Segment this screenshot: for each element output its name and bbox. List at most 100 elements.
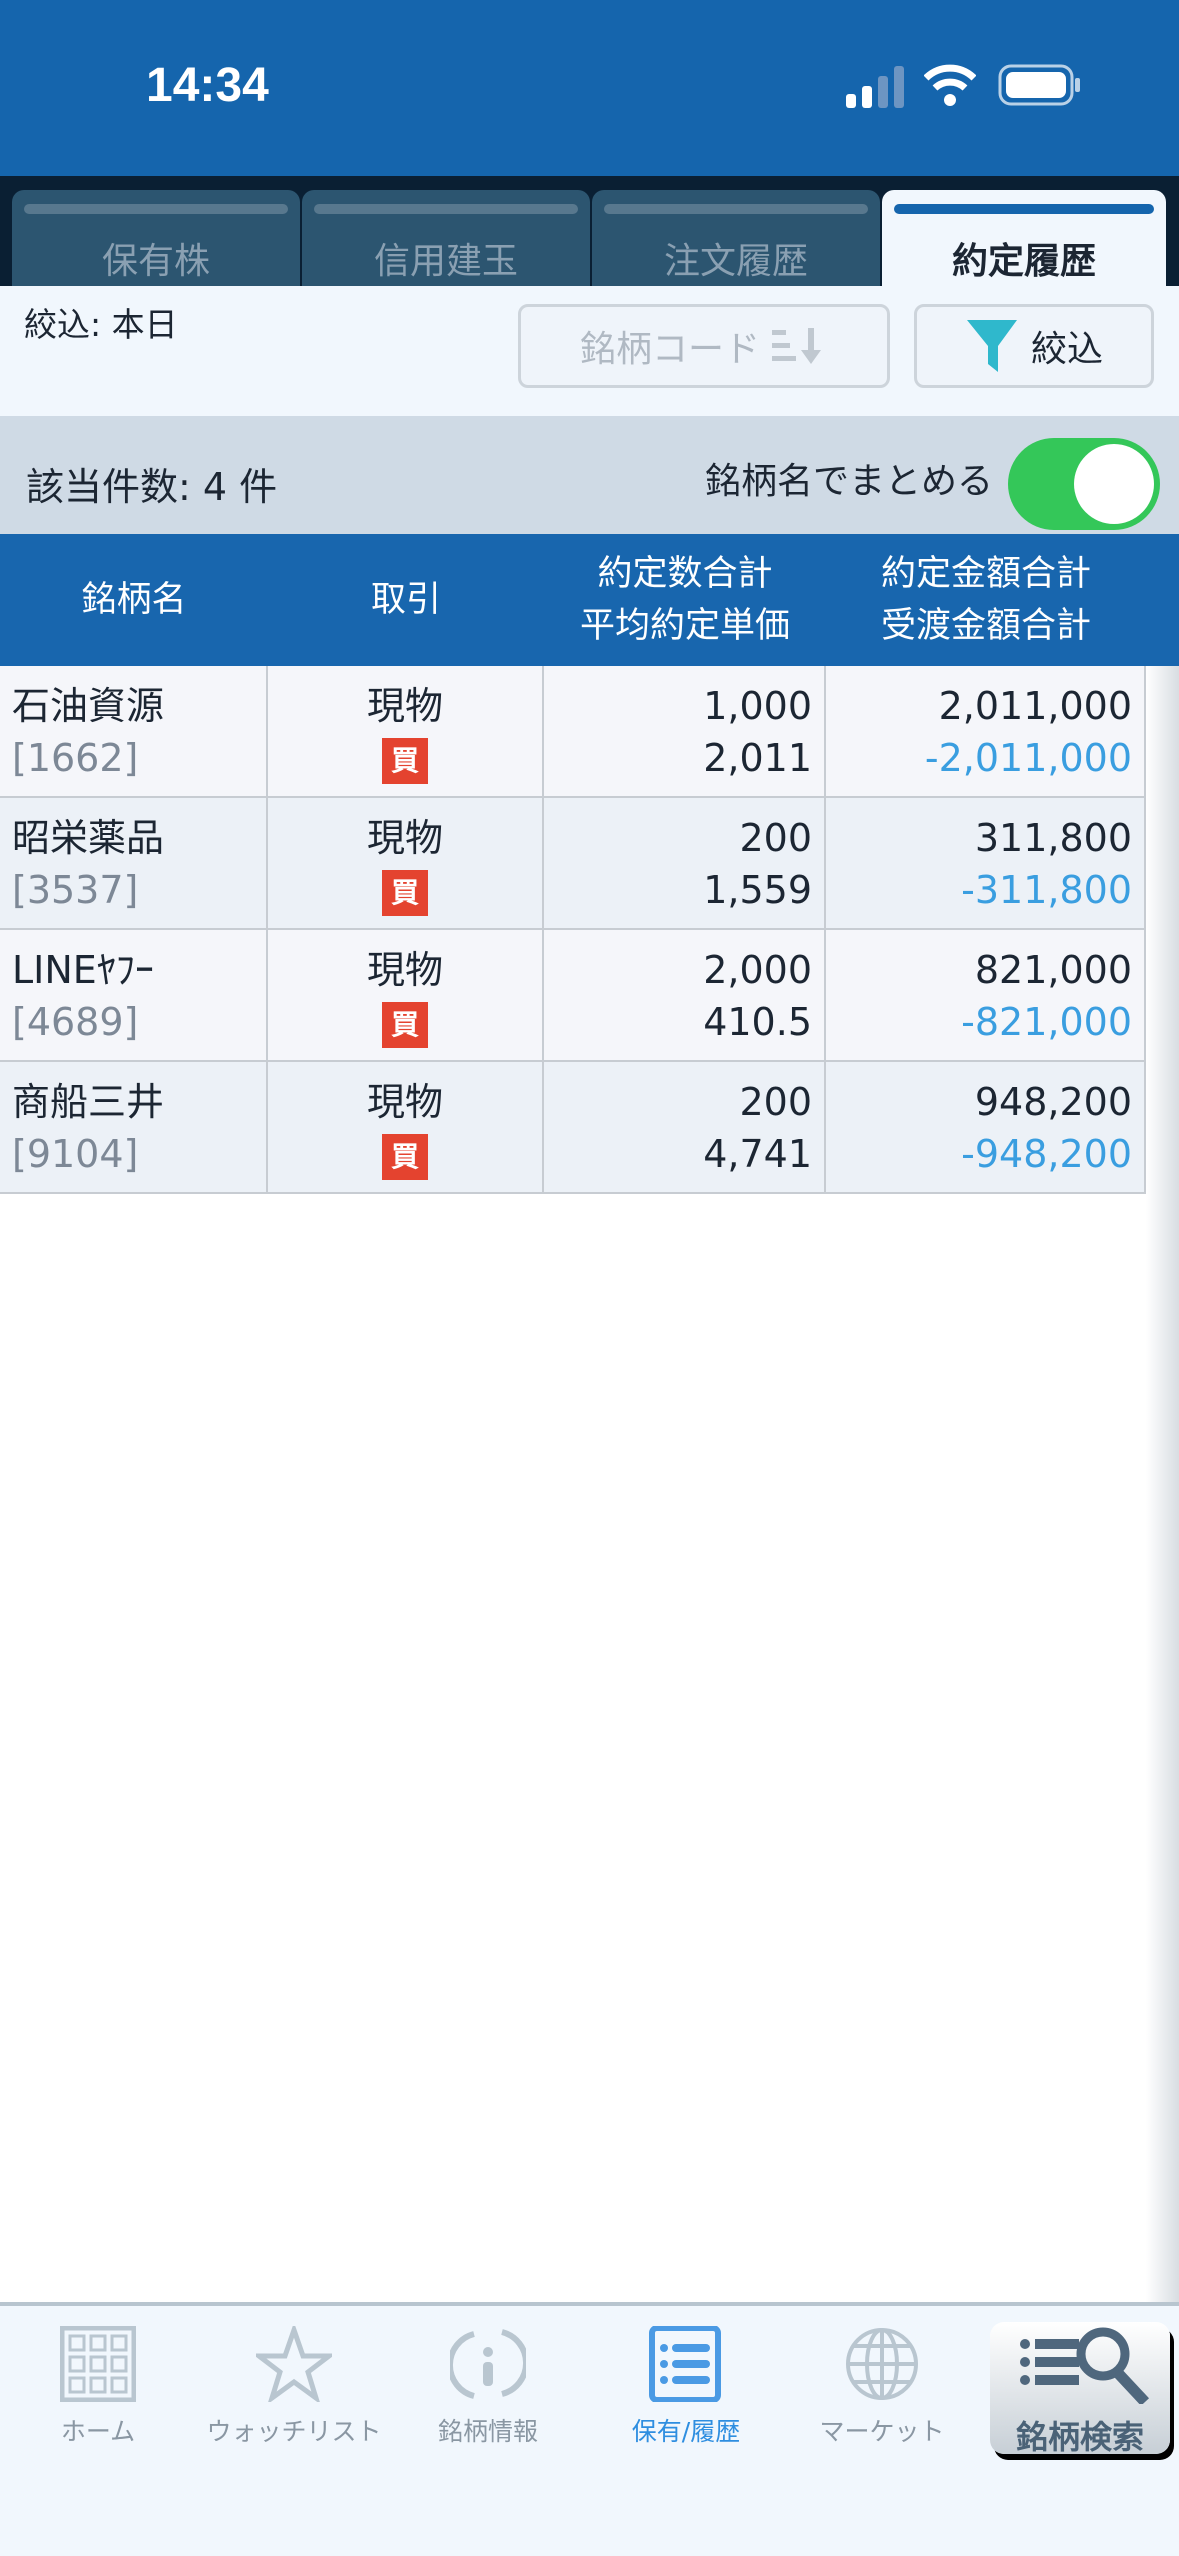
- stock-code: [9104]: [12, 1132, 139, 1176]
- nav-stock-info[interactable]: 銘柄情報: [398, 2326, 578, 2448]
- tab-label: 保有株: [101, 241, 210, 282]
- header-text: 約定数合計: [597, 554, 773, 594]
- tab-label: 信用建玉: [373, 241, 518, 282]
- settlement-amount: -2,011,000: [924, 736, 1132, 780]
- search-list-icon: [1020, 2327, 1150, 2406]
- trade-cell: 現物買: [268, 798, 544, 928]
- quantity: 1,000: [703, 684, 812, 728]
- table-header: 銘柄名 取引 約定数合計平均約定単価 約定金額合計 受渡金額合計: [0, 534, 1179, 666]
- amount-cell: 948,200 -948,200: [826, 1062, 1146, 1192]
- col-header-amount[interactable]: 約定金額合計 受渡金額合計: [826, 534, 1146, 666]
- trade-cell: 現物買: [268, 930, 544, 1060]
- trade-cell: 現物買: [268, 666, 544, 796]
- tab-orders[interactable]: 注文履歴: [592, 190, 880, 286]
- execution-amount: 948,200: [974, 1080, 1132, 1124]
- stock-name-cell: 昭栄薬品 [3537]: [0, 798, 268, 928]
- average-price: 1,559: [703, 868, 812, 912]
- col-header-trade[interactable]: 取引: [268, 534, 544, 666]
- stock-code: [1662]: [12, 736, 139, 780]
- filter-button[interactable]: 絞込: [914, 304, 1154, 388]
- amount-cell: 821,000 -821,000: [826, 930, 1146, 1060]
- average-price: 2,011: [703, 736, 812, 780]
- settlement-amount: -311,800: [961, 868, 1132, 912]
- table-row[interactable]: LINEﾔﾌｰ [4689] 現物買 2,000 410.5 821,000 -821…: [0, 930, 1160, 1062]
- nav-label: ホーム: [60, 2417, 136, 2446]
- filter-button-label: 絞込: [1030, 329, 1103, 370]
- average-price: 4,741: [703, 1132, 812, 1176]
- header-text: 約定金額合計: [880, 554, 1091, 594]
- stock-name-cell: 商船三井 [9104]: [0, 1062, 268, 1192]
- quantity-cell: 200 4,741: [544, 1062, 826, 1192]
- clock: 14:34: [146, 59, 269, 112]
- info-cycle-icon: [450, 2329, 526, 2399]
- amount-cell: 311,800 -311,800: [826, 798, 1146, 928]
- battery-icon: [998, 64, 1080, 106]
- stock-code: [4689]: [12, 1000, 139, 1044]
- globe-icon: [846, 2328, 918, 2400]
- sort-by-code-button[interactable]: 銘柄コード: [518, 304, 890, 388]
- sort-button-label: 銘柄コード: [579, 329, 760, 370]
- settlement-amount: -821,000: [961, 1000, 1132, 1044]
- stock-name: 石油資源: [12, 684, 165, 728]
- header-text: 銘柄名: [81, 580, 187, 620]
- table-row[interactable]: 石油資源 [1662] 現物買 1,000 2,011 2,011,000 -2,01…: [0, 666, 1160, 798]
- filter-area: 絞込: 本日 銘柄コード 絞込: [0, 286, 1179, 416]
- tab-executions[interactable]: 約定履歴: [882, 190, 1166, 286]
- col-header-quantity[interactable]: 約定数合計平均約定単価: [544, 534, 826, 666]
- nav-home[interactable]: ホーム: [8, 2326, 188, 2448]
- quantity-cell: 200 1,559: [544, 798, 826, 928]
- tab-label: 注文履歴: [663, 241, 808, 282]
- execution-amount: 311,800: [974, 816, 1132, 860]
- list-icon: [649, 2326, 721, 2402]
- tab-margin[interactable]: 信用建玉: [302, 190, 590, 286]
- trade-type: 現物: [366, 948, 443, 992]
- stock-name-cell: LINEﾔﾌｰ [4689]: [0, 930, 268, 1060]
- star-icon: [256, 2326, 332, 2402]
- group-by-name-toggle[interactable]: [1008, 438, 1160, 530]
- stock-name: 商船三井: [12, 1080, 165, 1124]
- average-price: 410.5: [703, 1000, 812, 1044]
- stock-name: LINEﾔﾌｰ: [12, 948, 154, 992]
- status-bar: 14:34: [0, 0, 1179, 176]
- tab-holdings[interactable]: 保有株: [12, 190, 300, 286]
- nav-label: 保有/履歴: [631, 2417, 741, 2446]
- tab-label: 約定履歴: [951, 241, 1096, 282]
- sort-descending-icon: [772, 328, 821, 364]
- table-row[interactable]: 商船三井 [9104] 現物買 200 4,741 948,200 -948,200: [0, 1062, 1160, 1194]
- tab-bar: 保有株 信用建玉 注文履歴 約定履歴: [0, 176, 1179, 286]
- quantity: 200: [739, 1080, 812, 1124]
- quantity-cell: 2,000 410.5: [544, 930, 826, 1060]
- execution-amount: 2,011,000: [938, 684, 1132, 728]
- quantity: 200: [739, 816, 812, 860]
- settlement-amount: -948,200: [961, 1132, 1132, 1176]
- header-text: 平均約定単価: [579, 606, 790, 646]
- nav-market[interactable]: マーケット: [792, 2326, 972, 2448]
- stock-name: 昭栄薬品: [12, 816, 165, 860]
- nav-label: 銘柄情報: [437, 2417, 538, 2446]
- nav-watchlist[interactable]: ウォッチリスト: [204, 2326, 384, 2448]
- trade-type: 現物: [366, 1080, 443, 1124]
- buy-badge: 買: [382, 1133, 428, 1180]
- stock-name-cell: 石油資源 [1662]: [0, 666, 268, 796]
- summary-bar: 該当件数: 4 件 銘柄名でまとめる: [0, 416, 1179, 534]
- trade-type: 現物: [366, 816, 443, 860]
- trade-type: 現物: [366, 684, 443, 728]
- table-row[interactable]: 昭栄薬品 [3537] 現物買 200 1,559 311,800 -311,800: [0, 798, 1160, 930]
- header-text: 受渡金額合計: [880, 606, 1091, 646]
- amount-cell: 2,011,000 -2,011,000: [826, 666, 1146, 796]
- stock-search-button[interactable]: 銘柄検索: [990, 2322, 1170, 2456]
- quantity-cell: 1,000 2,011: [544, 666, 826, 796]
- result-count: 該当件数: 4 件: [26, 465, 278, 509]
- nav-label: マーケット: [819, 2417, 945, 2446]
- wifi-icon: [924, 64, 976, 106]
- bottom-nav: ホーム ウォッチリスト 銘柄情報 保有/履歴 マーケット 銘柄検索: [0, 2302, 1179, 2556]
- filter-label: 絞込: 本日: [24, 305, 178, 344]
- grid-icon: [60, 2326, 136, 2402]
- execution-amount: 821,000: [974, 948, 1132, 992]
- stock-code: [3537]: [12, 868, 139, 912]
- group-by-name-label: 銘柄名でまとめる: [704, 461, 993, 502]
- col-header-name[interactable]: 銘柄名: [0, 534, 268, 666]
- funnel-icon: [966, 320, 1017, 372]
- buy-badge: 買: [382, 1001, 428, 1048]
- nav-holdings-history[interactable]: 保有/履歴: [596, 2326, 776, 2448]
